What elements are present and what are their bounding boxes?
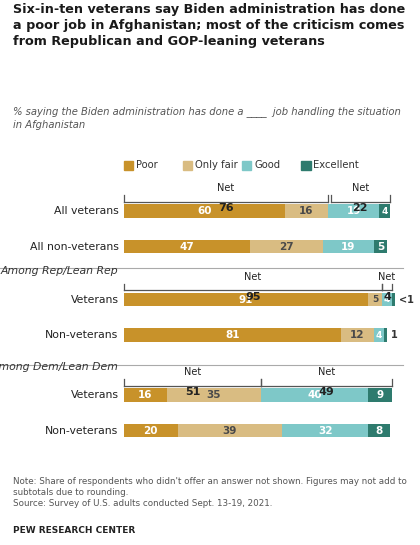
Bar	[242, 161, 252, 171]
Text: Six-in-ten veterans say Biden administration has done
a poor job in Afghanistan;: Six-in-ten veterans say Biden administra…	[13, 3, 405, 48]
Bar	[368, 293, 382, 306]
Text: 95: 95	[245, 292, 260, 302]
Bar	[384, 328, 387, 342]
Text: 51: 51	[185, 387, 200, 397]
Bar	[382, 293, 392, 306]
Text: All veterans: All veterans	[54, 206, 118, 216]
Bar	[368, 424, 390, 437]
Text: 16: 16	[299, 206, 314, 216]
Bar	[379, 204, 390, 218]
Text: % saying the Biden administration has done a ____  job handling the situation
in: % saying the Biden administration has do…	[13, 106, 401, 130]
Text: 22: 22	[352, 203, 368, 213]
Text: 19: 19	[341, 241, 355, 252]
Text: 19: 19	[346, 206, 361, 216]
Text: 35: 35	[207, 390, 221, 400]
Text: PEW RESEARCH CENTER: PEW RESEARCH CENTER	[13, 526, 135, 535]
Bar	[250, 240, 323, 253]
Bar	[124, 161, 133, 171]
Text: Net: Net	[244, 272, 261, 282]
Bar	[323, 240, 374, 253]
Text: 9: 9	[377, 390, 384, 400]
Text: 27: 27	[279, 241, 294, 252]
Bar	[301, 161, 310, 171]
Text: Net: Net	[184, 367, 201, 378]
Bar	[124, 328, 341, 342]
Text: 81: 81	[226, 330, 240, 340]
Text: 16: 16	[138, 390, 152, 400]
Text: Net: Net	[352, 184, 369, 193]
Text: Only fair: Only fair	[195, 160, 238, 171]
Bar	[282, 424, 368, 437]
Bar	[124, 204, 285, 218]
Text: Veterans: Veterans	[71, 295, 118, 305]
Bar	[183, 161, 192, 171]
Text: 5: 5	[377, 241, 384, 252]
Bar	[368, 389, 392, 402]
Text: Good: Good	[254, 160, 280, 171]
Bar	[124, 424, 178, 437]
Text: Veterans: Veterans	[71, 390, 118, 400]
Bar	[124, 240, 250, 253]
Text: 91: 91	[239, 295, 253, 305]
Bar	[285, 204, 328, 218]
Bar	[124, 293, 368, 306]
Bar	[178, 424, 282, 437]
Text: Net: Net	[378, 272, 396, 282]
Text: 49: 49	[319, 387, 335, 397]
Text: All non-veterans: All non-veterans	[30, 241, 118, 252]
Text: 60: 60	[197, 206, 212, 216]
Text: Poor: Poor	[136, 160, 158, 171]
Bar	[374, 240, 387, 253]
Text: Among Rep/Lean Rep: Among Rep/Lean Rep	[1, 267, 118, 276]
Text: 20: 20	[144, 426, 158, 435]
Text: <1: <1	[399, 295, 414, 305]
Text: 4: 4	[383, 292, 391, 302]
Text: 32: 32	[318, 426, 333, 435]
Text: 5: 5	[372, 295, 378, 304]
Text: Non-veterans: Non-veterans	[45, 330, 118, 340]
Text: 1: 1	[391, 330, 398, 340]
Bar	[261, 389, 368, 402]
Text: Excellent: Excellent	[313, 160, 359, 171]
Text: 40: 40	[307, 390, 322, 400]
Bar	[124, 389, 167, 402]
Bar	[392, 293, 395, 306]
Text: Non-veterans: Non-veterans	[45, 426, 118, 435]
Text: 76: 76	[218, 203, 234, 213]
Bar	[167, 389, 261, 402]
Text: 47: 47	[180, 241, 194, 252]
Text: 12: 12	[350, 330, 365, 340]
Bar	[374, 328, 384, 342]
Bar	[341, 328, 374, 342]
Text: Note: Share of respondents who didn't offer an answer not shown. Figures may not: Note: Share of respondents who didn't of…	[13, 477, 407, 508]
Text: Among Dem/Lean Dem: Among Dem/Lean Dem	[0, 362, 118, 372]
Text: Net: Net	[217, 184, 235, 193]
Text: 4: 4	[384, 295, 390, 304]
Text: 8: 8	[375, 426, 383, 435]
Text: 39: 39	[223, 426, 237, 435]
Bar	[328, 204, 379, 218]
Text: 4: 4	[376, 330, 382, 340]
Text: 4: 4	[381, 207, 388, 216]
Text: Net: Net	[318, 367, 335, 378]
